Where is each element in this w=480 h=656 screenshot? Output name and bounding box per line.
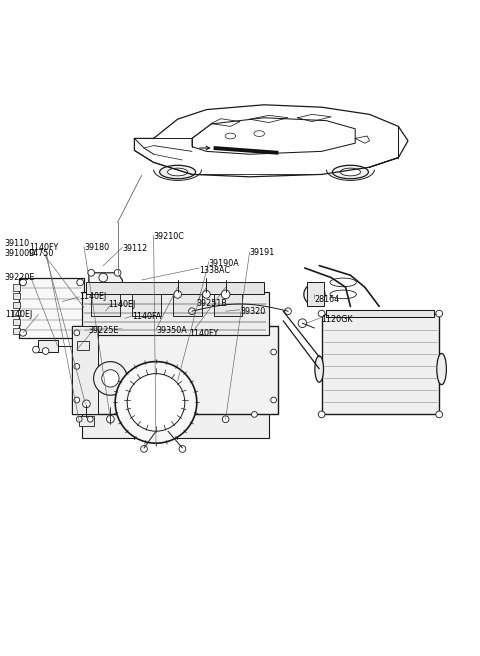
Ellipse shape <box>437 354 446 384</box>
Circle shape <box>99 307 108 316</box>
Bar <box>82 292 269 335</box>
Bar <box>13 319 20 325</box>
Text: 39225E: 39225E <box>89 326 120 335</box>
Circle shape <box>203 291 210 298</box>
Ellipse shape <box>225 133 236 139</box>
Bar <box>13 302 20 308</box>
Text: 39210C: 39210C <box>154 232 184 241</box>
Circle shape <box>76 417 82 422</box>
Circle shape <box>252 411 257 417</box>
Circle shape <box>436 310 443 317</box>
Circle shape <box>436 411 443 418</box>
Circle shape <box>99 274 108 282</box>
Circle shape <box>189 411 195 417</box>
Text: 39191: 39191 <box>250 248 275 257</box>
Circle shape <box>88 270 95 276</box>
Text: 1140FA: 1140FA <box>132 312 161 321</box>
Bar <box>307 282 324 306</box>
Circle shape <box>137 380 175 419</box>
Circle shape <box>126 370 186 430</box>
Circle shape <box>271 349 276 355</box>
Text: 39251B: 39251B <box>197 298 228 308</box>
Circle shape <box>42 348 49 354</box>
Circle shape <box>298 319 307 327</box>
Text: 39220E: 39220E <box>5 273 35 282</box>
Bar <box>322 314 439 415</box>
Bar <box>13 327 20 334</box>
Text: 39320: 39320 <box>240 307 265 316</box>
Text: 39190A: 39190A <box>209 258 240 268</box>
Circle shape <box>115 361 197 443</box>
Bar <box>38 340 58 352</box>
Circle shape <box>308 288 321 300</box>
Circle shape <box>141 445 147 453</box>
Ellipse shape <box>315 356 324 382</box>
Circle shape <box>221 290 230 298</box>
Bar <box>86 282 264 295</box>
Circle shape <box>179 445 186 453</box>
Circle shape <box>318 310 325 317</box>
Bar <box>214 292 242 316</box>
Polygon shape <box>89 273 122 357</box>
Bar <box>82 409 269 438</box>
Ellipse shape <box>340 168 360 176</box>
Bar <box>79 416 94 426</box>
Text: 94750: 94750 <box>29 249 54 258</box>
Circle shape <box>304 284 325 305</box>
Bar <box>72 325 278 415</box>
Ellipse shape <box>254 131 264 136</box>
Text: 1140FY: 1140FY <box>29 243 58 253</box>
Circle shape <box>88 348 95 356</box>
Bar <box>91 292 120 316</box>
Text: 1140FY: 1140FY <box>190 329 219 338</box>
Circle shape <box>20 279 26 286</box>
Bar <box>326 310 434 318</box>
Bar <box>19 277 84 338</box>
Circle shape <box>114 270 121 276</box>
Bar <box>77 341 89 350</box>
Bar <box>173 292 202 316</box>
Text: 39180: 39180 <box>84 243 109 252</box>
Circle shape <box>77 329 84 336</box>
Bar <box>132 292 161 316</box>
Text: 1140EJ: 1140EJ <box>5 310 32 319</box>
Circle shape <box>174 291 181 298</box>
Circle shape <box>87 417 93 422</box>
Circle shape <box>94 361 127 395</box>
Text: 28164: 28164 <box>314 295 339 304</box>
Circle shape <box>74 363 80 369</box>
Text: 1338AC: 1338AC <box>199 266 230 275</box>
Circle shape <box>99 343 108 352</box>
Circle shape <box>102 370 119 387</box>
Ellipse shape <box>168 168 188 176</box>
Text: 39112: 39112 <box>122 244 148 253</box>
Text: 1140EJ: 1140EJ <box>108 300 135 310</box>
Circle shape <box>74 330 80 336</box>
Text: 1140EJ: 1140EJ <box>79 293 107 301</box>
Circle shape <box>74 397 80 403</box>
Circle shape <box>20 329 26 336</box>
Circle shape <box>33 346 39 353</box>
Ellipse shape <box>159 165 196 178</box>
Text: 39110
39100D: 39110 39100D <box>5 239 36 258</box>
Circle shape <box>114 348 121 356</box>
Circle shape <box>222 416 229 422</box>
Circle shape <box>107 415 114 423</box>
Circle shape <box>318 411 325 418</box>
Circle shape <box>77 279 84 286</box>
Circle shape <box>127 411 132 417</box>
Circle shape <box>127 374 185 431</box>
Circle shape <box>285 308 291 315</box>
Text: 1120GK: 1120GK <box>322 315 353 324</box>
Bar <box>13 293 20 299</box>
Circle shape <box>150 394 162 406</box>
Bar <box>13 310 20 316</box>
Bar <box>72 325 98 415</box>
Circle shape <box>189 308 195 315</box>
Circle shape <box>271 397 276 403</box>
Text: 39350A: 39350A <box>156 326 187 335</box>
Bar <box>13 284 20 291</box>
Circle shape <box>83 400 90 407</box>
Ellipse shape <box>332 165 369 178</box>
